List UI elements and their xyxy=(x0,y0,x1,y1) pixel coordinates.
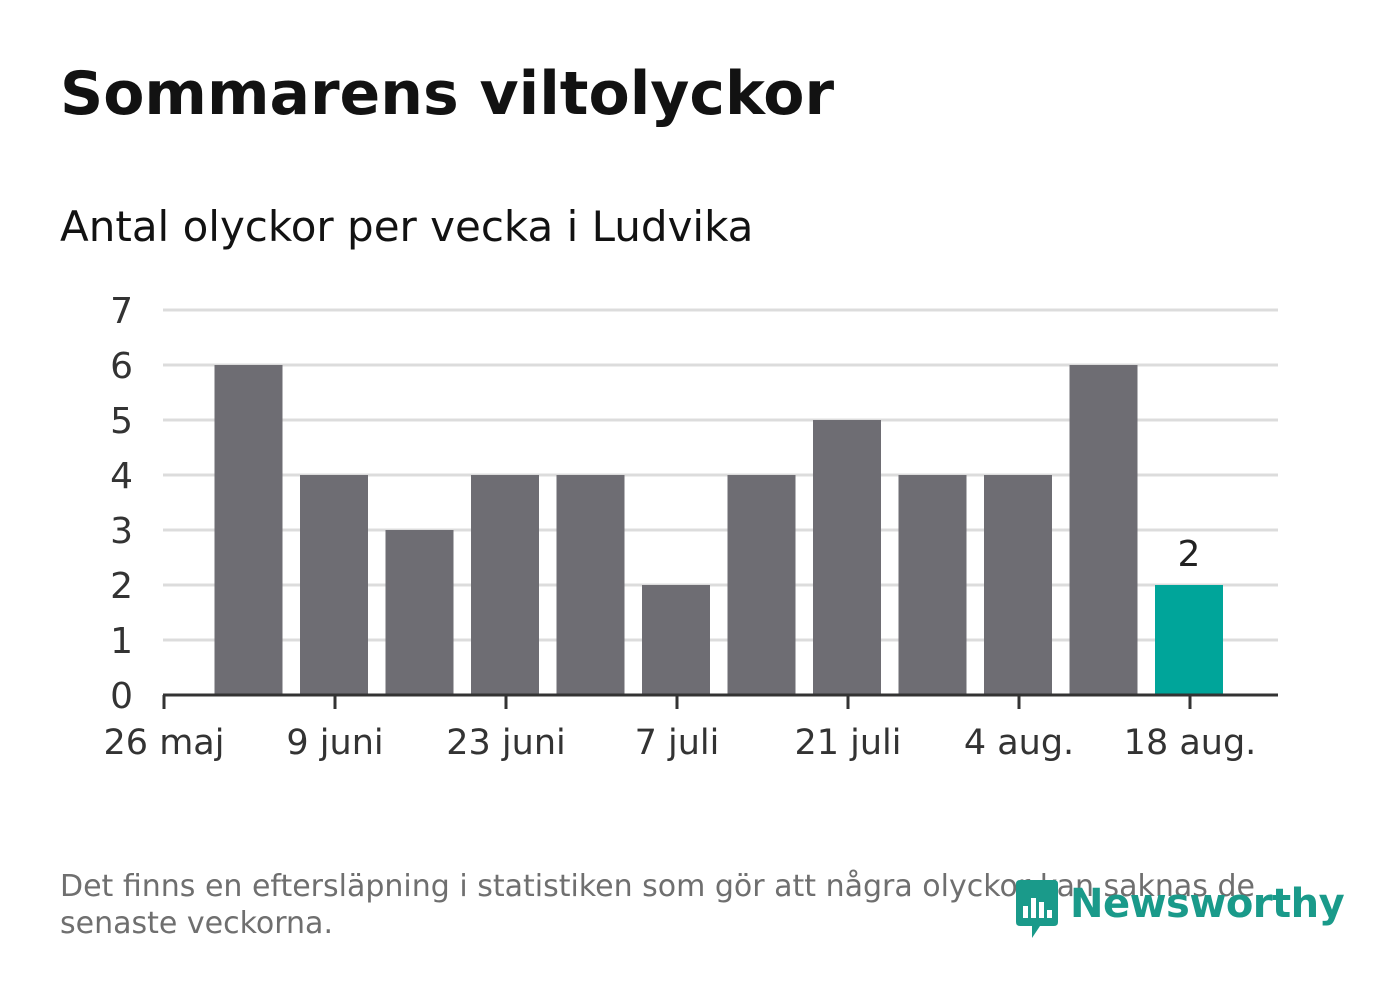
data-labels: 2 xyxy=(1178,534,1201,575)
x-axis xyxy=(162,693,1278,709)
bar xyxy=(984,475,1052,695)
bar xyxy=(898,475,967,695)
data-label: 2 xyxy=(1178,534,1201,575)
brand-name: Newsworthy xyxy=(1070,881,1345,927)
y-tick-label: 3 xyxy=(110,511,133,552)
x-tick-label: 9 juni xyxy=(286,723,383,763)
bar xyxy=(214,365,283,695)
y-tick-label: 5 xyxy=(110,401,133,442)
y-tick-label: 7 xyxy=(110,291,133,332)
x-axis-labels: 26 maj 9 juni 23 juni 7 juli 21 juli 4 aug. 18… xyxy=(104,723,1257,763)
y-axis-labels: 0 1 2 3 4 5 6 7 xyxy=(110,291,133,717)
bar xyxy=(300,475,368,695)
y-tick-label: 1 xyxy=(110,621,133,662)
brand-logo: Newsworthy xyxy=(1012,878,1345,942)
bar xyxy=(642,585,710,695)
x-tick-label: 4 aug. xyxy=(964,723,1074,763)
bar xyxy=(727,475,796,695)
chart-title: Sommarens viltolyckor xyxy=(60,59,835,129)
newsworthy-logo-icon xyxy=(1016,880,1058,938)
x-tick-label: 7 juli xyxy=(635,723,720,763)
x-tick-label: 26 maj xyxy=(104,723,225,763)
bar xyxy=(556,475,625,695)
y-tick-label: 0 xyxy=(110,676,133,717)
bar xyxy=(813,420,881,695)
y-tick-label: 6 xyxy=(110,346,133,387)
x-tick-label: 23 juni xyxy=(446,723,565,763)
bar xyxy=(1069,365,1138,695)
bars xyxy=(214,365,1223,695)
x-tick-label: 21 juli xyxy=(794,723,901,763)
bar-highlight xyxy=(1155,585,1223,695)
y-tick-label: 2 xyxy=(110,566,133,607)
x-tick-label: 18 aug. xyxy=(1124,723,1257,763)
bar xyxy=(385,530,454,695)
chart-subtitle: Antal olyckor per vecka i Ludvika xyxy=(60,202,754,251)
bar xyxy=(471,475,539,695)
y-tick-label: 4 xyxy=(110,456,133,497)
